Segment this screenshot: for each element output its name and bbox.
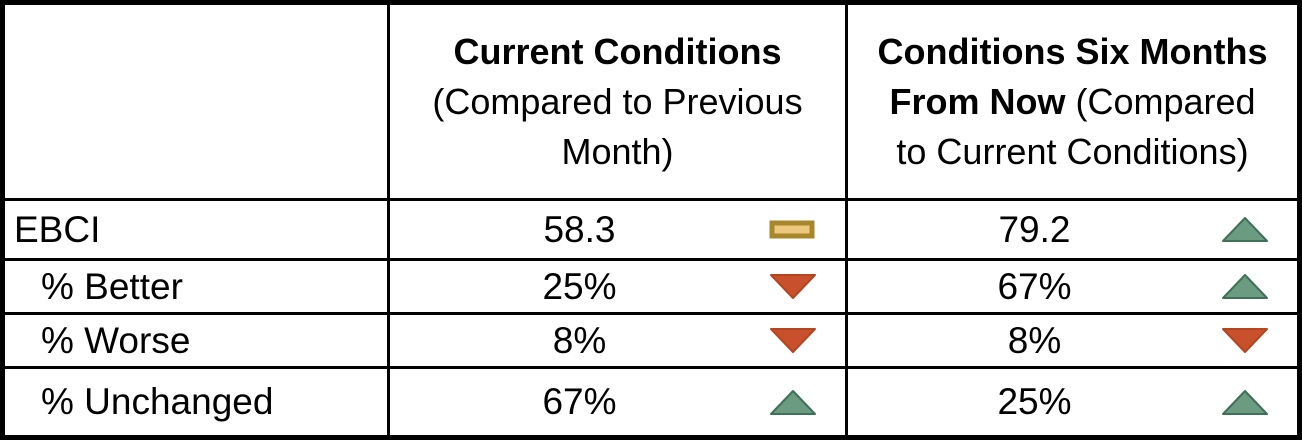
header-six-months-subtitle-line1: (Compared — [1065, 80, 1256, 122]
row-label-text: EBCI — [14, 208, 101, 250]
header-empty-cell — [5, 5, 387, 198]
header-current-subtitle-line2: Month) — [561, 130, 674, 172]
header-current-conditions: Current Conditions (Compared to Previous… — [390, 5, 845, 198]
row-label-better: % Better — [5, 261, 387, 312]
trend-down-icon — [769, 273, 831, 300]
trend-down-icon — [769, 327, 831, 354]
header-six-months: Conditions Six Months From Now (Compared… — [848, 5, 1297, 198]
worse-future-cell: 8% — [848, 315, 1297, 366]
ebci-current-value: 58.3 — [543, 208, 616, 250]
row-label-text: % Better — [41, 265, 183, 307]
header-current-subtitle-line1: (Compared to Previous — [432, 80, 803, 122]
better-current-value: 25% — [542, 265, 617, 307]
header-current-conditions-text: Current Conditions (Compared to Previous… — [432, 27, 802, 177]
trend-up-icon — [1221, 216, 1283, 243]
better-current-cell: 25% — [390, 261, 845, 312]
trend-up-icon — [769, 389, 831, 416]
header-six-months-title-line2: From Now — [889, 80, 1066, 122]
row-label-text: % Worse — [41, 319, 191, 361]
ebci-current-cell: 58.3 — [390, 201, 845, 258]
worse-future-value: 8% — [1007, 319, 1062, 361]
row-label-ebci: EBCI — [5, 201, 387, 258]
unchanged-future-cell: 25% — [848, 369, 1297, 435]
header-current-title: Current Conditions — [453, 30, 782, 72]
row-label-worse: % Worse — [5, 315, 387, 366]
worse-current-value: 8% — [552, 319, 607, 361]
header-six-months-text: Conditions Six Months From Now (Compared… — [878, 27, 1268, 177]
ebci-future-cell: 79.2 — [848, 201, 1297, 258]
better-future-value: 67% — [997, 265, 1072, 307]
unchanged-current-cell: 67% — [390, 369, 845, 435]
worse-current-cell: 8% — [390, 315, 845, 366]
header-six-months-title-line1: Conditions Six Months — [877, 30, 1268, 72]
better-future-cell: 67% — [848, 261, 1297, 312]
header-six-months-subtitle-line2: to Current Conditions) — [896, 130, 1249, 172]
trend-flat-icon — [769, 220, 831, 239]
ebci-future-value: 79.2 — [998, 208, 1071, 250]
trend-up-icon — [1221, 389, 1283, 416]
trend-up-icon — [1221, 273, 1283, 300]
row-label-unchanged: % Unchanged — [5, 369, 387, 435]
unchanged-current-value: 67% — [542, 381, 617, 422]
unchanged-future-value: 25% — [997, 381, 1072, 422]
row-label-text: % Unchanged — [41, 381, 274, 422]
trend-down-icon — [1221, 327, 1283, 354]
